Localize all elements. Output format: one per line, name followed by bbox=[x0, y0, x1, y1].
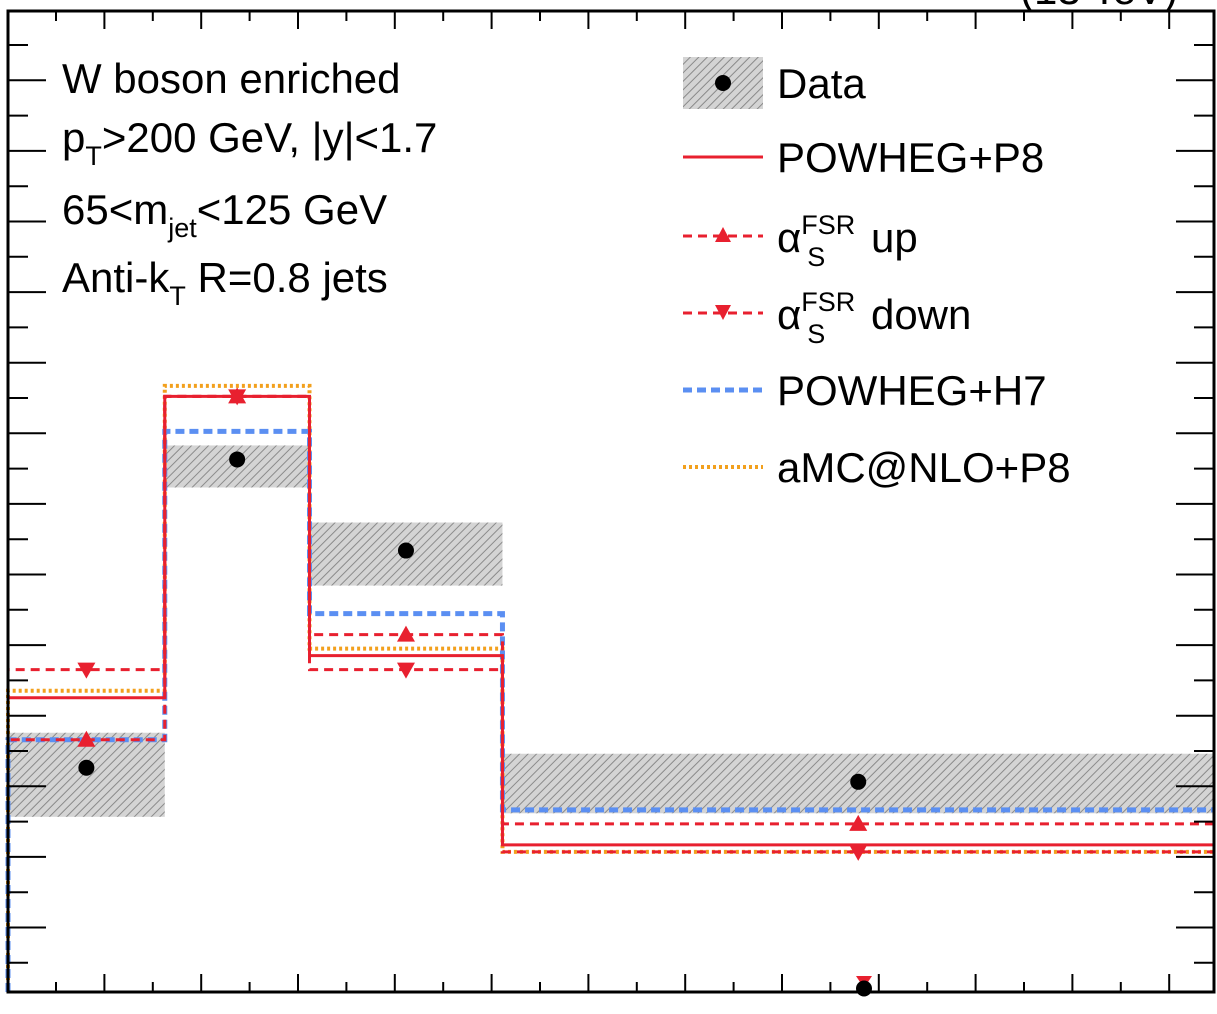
legend-alpha-down-marker bbox=[715, 305, 731, 320]
amcnlo-step bbox=[6, 383, 1214, 992]
annotation-line-2: pT>200 GeV, |y|<1.7 bbox=[62, 114, 437, 171]
legend-alpha-up-label: αFSR S up bbox=[777, 210, 918, 272]
legend: Data POWHEG+P8 αFSR S up αFSR S down POWHE… bbox=[683, 57, 1071, 491]
alpha-down-marker bbox=[849, 844, 868, 861]
powheg-p8-step bbox=[6, 394, 1214, 992]
data-uncertainty-bands bbox=[8, 445, 1215, 817]
data-point bbox=[397, 542, 414, 559]
powheg-h7-step bbox=[5, 428, 1214, 992]
alpha-down-marker bbox=[396, 662, 415, 679]
alpha-up-step bbox=[6, 394, 1214, 992]
alpha-down-marker bbox=[77, 662, 96, 679]
axis-ticks bbox=[8, 11, 1214, 992]
alpha-up-marker bbox=[396, 625, 415, 642]
alpha-up-marker bbox=[849, 814, 868, 831]
data-point bbox=[229, 451, 246, 468]
legend-amcnlo-label: aMC@NLO+P8 bbox=[777, 444, 1071, 491]
annotation-line-3: 65<mjet<125 GeV bbox=[62, 186, 387, 243]
annotation-line-4: Anti-kT R=0.8 jets bbox=[62, 254, 388, 311]
legend-powheg-p8-label: POWHEG+P8 bbox=[777, 134, 1044, 181]
mc-series-lines bbox=[5, 383, 1214, 992]
legend-alpha-down-label: αFSR S down bbox=[777, 287, 971, 349]
series-markers bbox=[77, 387, 872, 988]
legend-data-label: Data bbox=[777, 60, 866, 107]
legend-data-marker bbox=[715, 75, 731, 91]
legend-alpha-up-marker bbox=[715, 227, 731, 242]
data-point bbox=[850, 773, 867, 790]
selection-annotation: W boson enriched pT>200 GeV, |y|<1.7 65<… bbox=[62, 55, 437, 311]
legend-powheg-h7-label: POWHEG+H7 bbox=[777, 367, 1047, 414]
annotation-line-1: W boson enriched bbox=[62, 55, 401, 102]
plot-frame bbox=[6, 9, 1216, 994]
data-point bbox=[78, 759, 95, 776]
alpha-up-marker bbox=[77, 730, 96, 747]
alpha-up-marker bbox=[228, 387, 247, 404]
data-point bbox=[856, 980, 872, 997]
